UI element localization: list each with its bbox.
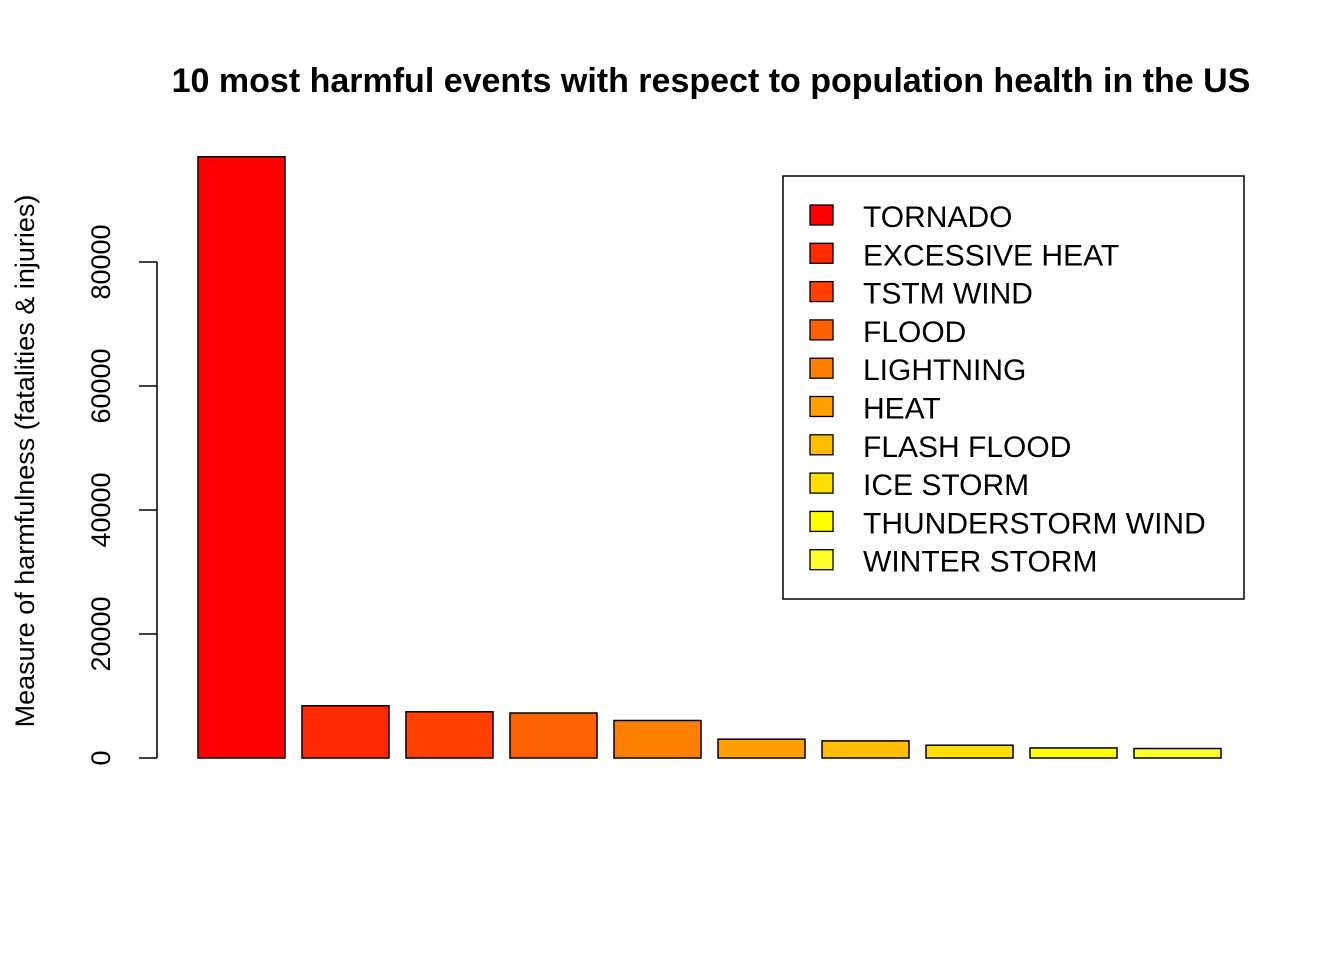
legend-swatch <box>809 510 834 533</box>
legend-swatch <box>809 242 834 264</box>
bar <box>197 155 286 759</box>
bar <box>301 704 390 759</box>
y-tick-label: 20000 <box>86 596 116 671</box>
legend-swatch <box>809 472 834 494</box>
y-axis: 0 20000 40000 60000 80000 <box>86 224 158 766</box>
y-tick-label: 60000 <box>86 348 116 423</box>
y-tick-label: 80000 <box>86 224 116 299</box>
bar <box>821 740 910 759</box>
legend-swatch <box>809 549 834 571</box>
legend-swatch <box>809 395 834 418</box>
bar <box>613 719 702 759</box>
y-tick-label: 40000 <box>86 472 116 547</box>
legend-swatch <box>809 357 834 379</box>
bar <box>509 712 598 759</box>
legend-label: THUNDERSTORM WIND <box>863 507 1206 540</box>
legend: TORNADO EXCESSIVE HEAT TSTM WIND FLOOD LIGHT… <box>782 175 1245 600</box>
chart-title: 10 most harmful events with respect to p… <box>172 62 1251 100</box>
legend-label: LIGHTNING <box>863 354 1026 387</box>
bars <box>197 155 1222 759</box>
legend-label: EXCESSIVE HEAT <box>863 239 1119 272</box>
legend-swatch <box>809 319 834 341</box>
legend-label: WINTER STORM <box>863 546 1097 579</box>
legend-label: HEAT <box>863 393 941 426</box>
legend-swatch <box>809 434 834 456</box>
y-tick-label: 0 <box>86 750 116 765</box>
legend-label: ICE STORM <box>863 469 1029 502</box>
bar <box>1133 747 1222 759</box>
y-axis-label: Measure of harmfulness (fatalities & inj… <box>10 195 40 728</box>
bar <box>1029 747 1118 759</box>
legend-label: FLASH FLOOD <box>863 431 1071 464</box>
legend-swatch <box>809 204 834 226</box>
legend-swatch <box>809 280 834 303</box>
bar <box>925 744 1014 759</box>
legend-label: FLOOD <box>863 316 966 349</box>
bar <box>405 710 494 759</box>
bar <box>717 738 806 759</box>
legend-box <box>782 175 1245 600</box>
legend-label: TSTM WIND <box>863 278 1033 311</box>
legend-label: TORNADO <box>863 201 1012 234</box>
